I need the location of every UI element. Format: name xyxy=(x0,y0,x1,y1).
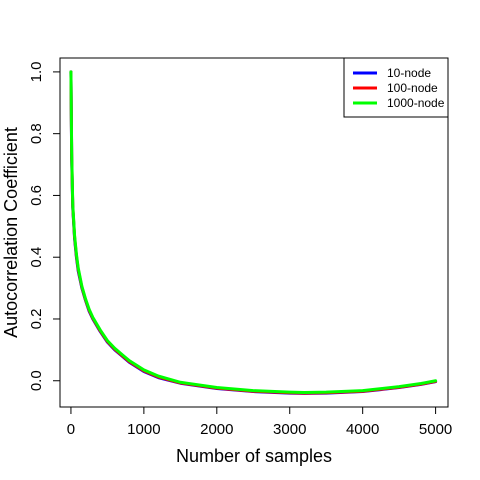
y-tick-label: 0.0 xyxy=(28,370,45,391)
y-tick-label: 0.4 xyxy=(28,247,45,268)
x-axis: 0 1000 2000 3000 4000 5000 xyxy=(67,406,452,438)
series-line-1000-node xyxy=(69,70,438,394)
series-line-10-node xyxy=(69,70,438,395)
series-layer xyxy=(69,70,438,395)
y-tick-label: 0.8 xyxy=(28,123,45,144)
x-tick-label: 3000 xyxy=(273,421,306,438)
x-axis-title: Number of samples xyxy=(176,446,332,466)
series-line-100-node xyxy=(69,70,438,395)
legend-label: 1000-node xyxy=(387,96,445,110)
x-tick-label: 0 xyxy=(67,421,75,438)
y-tick-label: 0.2 xyxy=(28,309,45,330)
x-tick-label: 1000 xyxy=(127,421,160,438)
x-tick-label: 5000 xyxy=(419,421,452,438)
y-tick-label: 0.6 xyxy=(28,185,45,206)
legend-label: 100-node xyxy=(387,81,438,95)
y-axis: 0.0 0.2 0.4 0.6 0.8 1.0 xyxy=(28,61,61,391)
legend-label: 10-node xyxy=(387,66,431,80)
y-tick-label: 1.0 xyxy=(28,61,45,82)
y-axis-title: Autocorrelation Coefficient xyxy=(1,127,21,338)
x-tick-label: 4000 xyxy=(346,421,379,438)
x-tick-label: 2000 xyxy=(200,421,233,438)
